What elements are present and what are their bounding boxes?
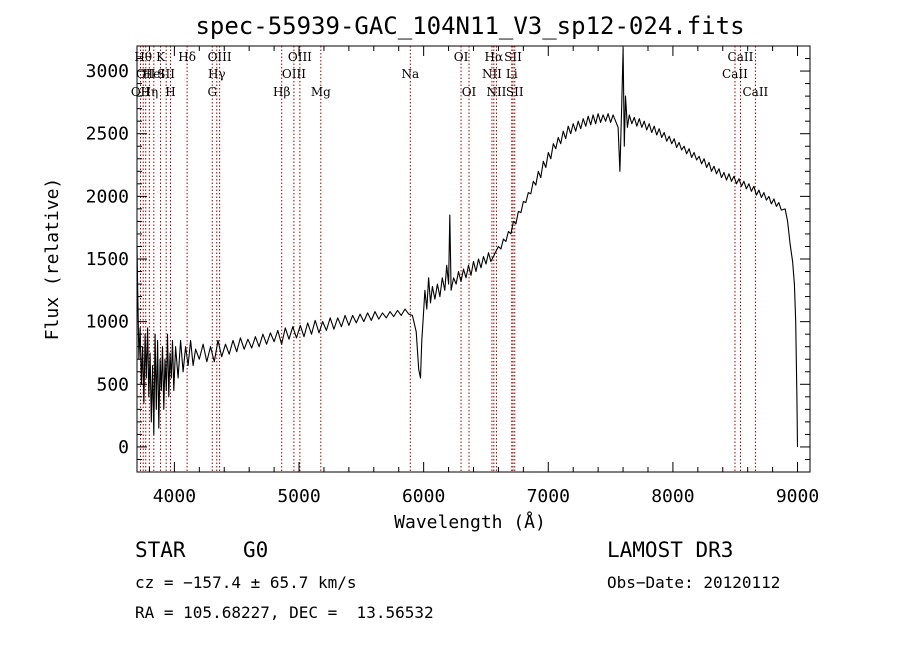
line-marker-label: Hη (141, 85, 159, 99)
y-tick-label: 500 (96, 374, 129, 395)
x-tick-label: 5000 (277, 486, 320, 507)
line-marker-label: Hθ (134, 50, 152, 64)
plot-frame (136, 45, 811, 473)
redshift-velocity: cz = −157.4 ± 65.7 km/s (135, 573, 357, 592)
y-tick-label: 1000 (86, 312, 129, 333)
line-marker-label: H (165, 85, 175, 99)
sky-coordinates: RA = 105.68227, DEC = 13.56532 (135, 603, 434, 622)
line-marker-label: Mg (311, 85, 331, 99)
line-marker-label: OII (136, 67, 156, 81)
line-marker-label: CaII (742, 85, 768, 99)
line-marker-label: OIII (208, 50, 232, 64)
line-marker-label: G (207, 85, 217, 99)
object-class: STAR (135, 538, 186, 562)
x-tick-label: 7000 (527, 486, 570, 507)
line-marker-label: CaII (728, 50, 754, 64)
line-marker-label: SII (157, 67, 175, 81)
emission-line-markers (139, 46, 756, 472)
x-axis-label: Wavelength (Å) (394, 511, 546, 533)
line-marker-label: Hα (485, 50, 504, 64)
line-marker-label: Hγ (208, 67, 226, 81)
y-tick-label: 2000 (86, 186, 129, 207)
chart-title: spec-55939-GAC_104N11_V3_sp12-024.fits (195, 12, 744, 40)
y-tick-label: 1500 (86, 249, 129, 270)
line-marker-label: NII (482, 67, 502, 81)
line-marker-label: Li (506, 67, 518, 81)
x-tick-label: 9000 (776, 486, 819, 507)
line-marker-label: OII (131, 85, 151, 99)
line-marker-label: OI (462, 85, 477, 99)
survey-name: LAMOST DR3 (607, 538, 734, 562)
y-tick-label: 3000 (86, 61, 129, 82)
line-marker-label: SII (504, 50, 522, 64)
line-marker-label: SII (506, 85, 524, 99)
x-tick-label: 4000 (153, 486, 196, 507)
line-marker-label: Hδ (178, 50, 196, 64)
line-marker-label: NII (486, 85, 506, 99)
object-subclass: G0 (243, 538, 269, 562)
line-marker-label: OIII (288, 50, 312, 64)
line-marker-label: HeI (143, 67, 166, 81)
y-tick-label: 2500 (86, 124, 129, 145)
line-marker-label: Na (401, 67, 419, 81)
line-marker-label: OIII (282, 67, 306, 81)
line-marker-label: CaII (722, 67, 748, 81)
line-marker-label: Hβ (273, 85, 290, 99)
spectrum-chart: spec-55939-GAC_104N11_V3_sp12-024.fits O… (42, 12, 819, 533)
axis-ticks: 4000 5000 6000 7000 8000 9000 0 500 1000 1500 2000… (86, 45, 819, 507)
y-tick-label: 0 (118, 437, 129, 458)
x-tick-label: 6000 (402, 486, 445, 507)
line-marker-label: OI (454, 50, 469, 64)
emission-line-labels: OIIHθOIIHηHeIKSIIHHδGHγOIIIHβOIIIOIIIMgN… (131, 50, 769, 99)
y-axis-label: Flux (relative) (42, 178, 63, 341)
x-tick-label: 8000 (651, 486, 694, 507)
line-marker-label: K (156, 50, 166, 64)
observation-date: Obs−Date: 20120112 (607, 573, 781, 592)
flux-series-line (136, 47, 799, 447)
